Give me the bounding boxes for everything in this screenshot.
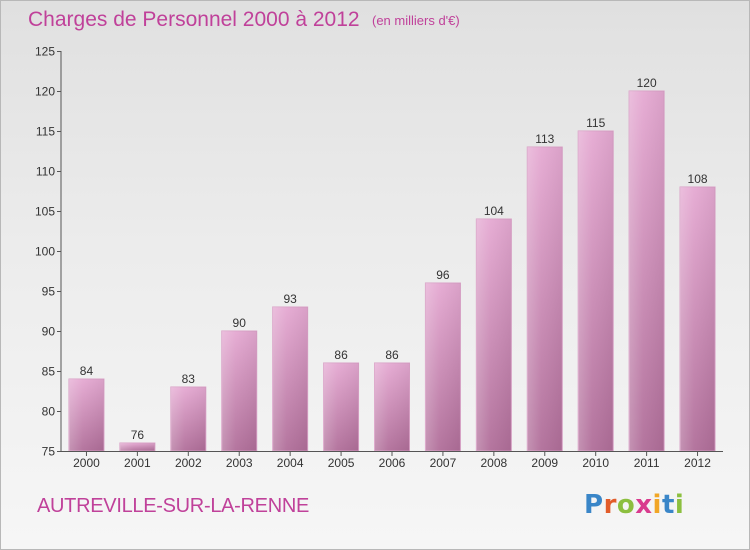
bar-shine: [272, 307, 308, 451]
chart-subtitle: (en milliers d'€): [372, 13, 460, 28]
chart-title: Charges de Personnel 2000 à 2012: [28, 8, 360, 31]
y-tick-label: 90: [42, 325, 56, 339]
y-axis: 75 80 85 90 95 100 105 110 115 120 125: [35, 45, 62, 459]
x-tick-label: 2008: [480, 456, 507, 470]
x-axis: 2000 2001 2002 2003 2004 2005 2006 2007 2008 2009…: [61, 451, 723, 470]
bar-value-label: 96: [436, 268, 450, 282]
y-tick-label: 100: [35, 245, 55, 259]
bar-value-label: 93: [283, 292, 297, 306]
bar-value-label: 120: [637, 76, 657, 90]
y-tick-label: 75: [42, 445, 56, 459]
bar-shine: [119, 443, 155, 451]
x-tick-label: 2009: [531, 456, 558, 470]
x-tick-label: 2010: [582, 456, 609, 470]
x-tick-label: 2000: [73, 456, 100, 470]
y-tick-label: 115: [36, 125, 55, 139]
bar-shine: [374, 363, 410, 451]
x-tick-label: 2005: [328, 456, 355, 470]
y-tick-label: 95: [42, 285, 56, 299]
bar-value-label: 84: [80, 364, 94, 378]
bar-value-label: 86: [334, 348, 348, 362]
bar-value-label: 108: [688, 172, 708, 186]
y-tick-label: 105: [35, 205, 55, 219]
commune-name: AUTREVILLE-SUR-LA-RENNE: [37, 495, 310, 517]
proxiti-logo: Proxiti: [584, 490, 685, 520]
bars: 84 76 83 90 93 86 86 96 104 113 115 120 108: [68, 76, 716, 452]
bar-shine: [170, 387, 206, 451]
x-tick-label: 2001: [124, 456, 151, 470]
bar-shine: [221, 331, 257, 451]
y-tick-label: 85: [42, 365, 56, 379]
bar-shine: [68, 379, 104, 451]
bar-shine: [323, 363, 359, 451]
bar-value-label: 86: [385, 348, 399, 362]
bar-shine: [476, 219, 512, 451]
bar-value-label: 90: [233, 316, 247, 330]
bar-value-label: 83: [182, 372, 196, 386]
bar-shine: [527, 147, 563, 451]
x-tick-label: 2002: [175, 456, 202, 470]
y-tick-label: 125: [35, 45, 55, 59]
x-tick-label: 2011: [634, 456, 660, 470]
y-tick-label: 120: [35, 85, 55, 99]
x-tick-label: 2003: [226, 456, 253, 470]
bar-value-label: 104: [484, 204, 504, 218]
bar-value-label: 115: [586, 116, 605, 130]
y-tick-label: 110: [36, 165, 55, 179]
bar-shine: [680, 187, 716, 451]
bar-shine: [425, 283, 461, 451]
x-tick-label: 2006: [379, 456, 406, 470]
x-tick-label: 2007: [430, 456, 457, 470]
x-tick-label: 2012: [684, 456, 711, 470]
x-tick-label: 2004: [277, 456, 304, 470]
bar-value-label: 76: [131, 428, 145, 442]
bar-shine: [578, 131, 614, 451]
bar-value-label: 113: [535, 132, 554, 146]
bar-shine: [629, 91, 665, 451]
y-tick-label: 80: [42, 405, 56, 419]
